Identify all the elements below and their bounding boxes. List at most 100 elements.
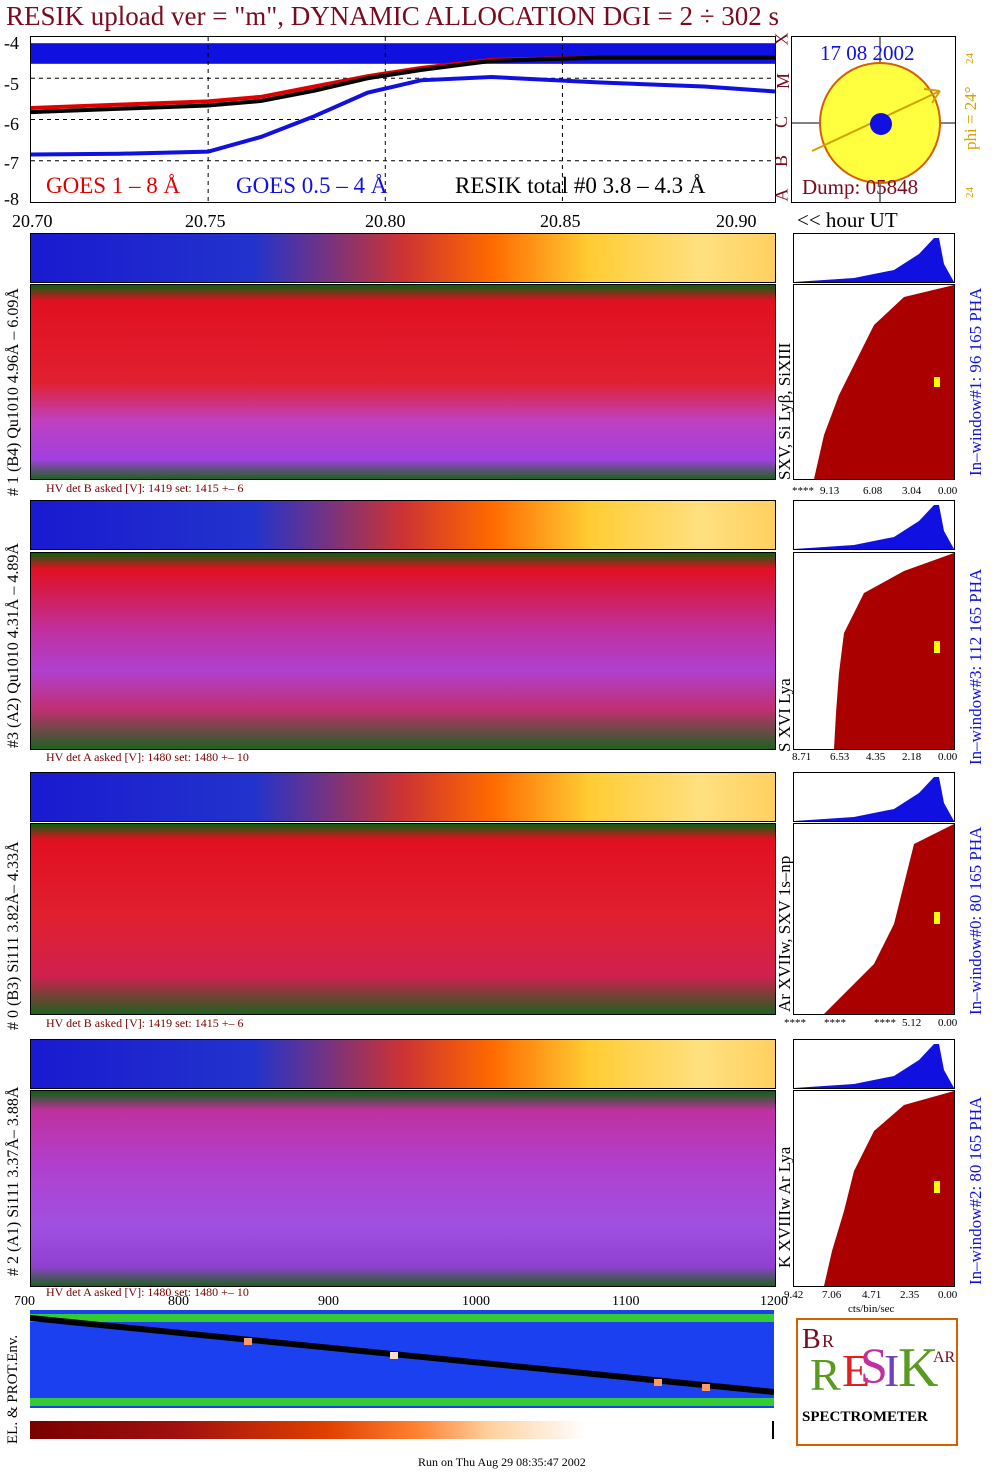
env-panel: [30, 1310, 774, 1408]
pha-profile-top: [794, 777, 954, 821]
x-tick-label: 20.80: [365, 211, 406, 231]
channel-0-window-label: In–window#0: 80 165 PHA: [966, 826, 985, 1015]
channel-3-pha-main: [793, 552, 955, 750]
channel-0-hv-text: HV det B asked [V]: 1419 set: 1415 +– 6: [46, 1016, 244, 1030]
channel-2-spectrogram: [30, 1090, 776, 1287]
channel-2-left-label: # 2 (A1) Si111 3.37Å– 3.88Å: [5, 1086, 22, 1276]
channel-3-window-label: In–window#3: 112 165 PHA: [966, 568, 985, 765]
sun-date: 17 08 2002: [820, 41, 915, 65]
channel-1-axis-tick: 0.00: [938, 485, 958, 497]
channel-0-axis-tick: ****: [824, 1017, 846, 1029]
channel-1-summary-strip: [30, 233, 776, 283]
channel-3-axis-tick: 0.00: [938, 751, 958, 763]
goes-class-label: C: [771, 115, 792, 129]
channel-3-line-label: S XVI Lya: [775, 678, 794, 752]
goes-class-label: X: [771, 32, 792, 46]
channel-2-axis-tick: 7.06: [822, 1289, 842, 1301]
goes-saturation-band: [31, 43, 775, 64]
channel-2-pha-top: [793, 1039, 955, 1089]
channel-1-pha-top: [793, 233, 955, 283]
color-scale-bar: [30, 1421, 774, 1439]
channel-2-axis-tick: 4.71: [862, 1289, 882, 1301]
channel-3-hv-text: HV det A asked [V]: 1480 set: 1480 +– 10: [46, 750, 249, 764]
pha-profile-main: [814, 285, 954, 479]
x-unit-label: << hour UT: [797, 208, 898, 232]
dump-number: Dump: 05848: [802, 175, 919, 199]
channel-0-left-label: # 0 (B3) Si111 3.82Å– 4.33Å: [5, 841, 22, 1030]
channel-3-axis-tick: 8.71: [792, 751, 812, 763]
x-tick-label: 20.85: [540, 211, 581, 231]
goes-class-label: B: [771, 154, 792, 168]
channel-2-window-label: In–window#2: 80 165 PHA: [966, 1096, 985, 1285]
legend-resik-total: RESIK total #0 3.8 – 4.3 Å: [455, 173, 706, 198]
env-x-tick: 900: [318, 1294, 339, 1309]
channel-1-spectrogram: [30, 284, 776, 480]
env-x-tick: 700: [14, 1294, 35, 1309]
channel-2-summary-strip: [30, 1039, 776, 1089]
goes-panel: [30, 36, 776, 203]
channel-0-spectrogram: [30, 823, 776, 1015]
channel-3-axis-tick: 4.35: [866, 751, 886, 763]
channel-2-pha-main: [793, 1090, 955, 1287]
channel-1-axis-tick: 6.08: [863, 485, 883, 497]
phi-tick: 24: [964, 187, 976, 198]
channel-2-axis-tick: 0.00: [938, 1289, 958, 1301]
channel-2-hv-text: HV det A asked [V]: 1480 set: 1480 +– 10: [46, 1285, 249, 1299]
sun-center-marker: [870, 113, 892, 135]
goes-y-tick: -8: [4, 189, 19, 209]
sun-panel: 17 08 2002 Dump: 05848: [791, 36, 956, 203]
env-label: EL. & PROT.Env.: [5, 1334, 21, 1444]
channel-0-pha-top: [793, 772, 955, 822]
channel-0-axis-tick: 5.12: [902, 1017, 922, 1029]
channel-3-axis-tick: 6.53: [830, 751, 850, 763]
channel-0-axis-tick: ****: [784, 1017, 806, 1029]
channel-1-axis-tick: ****: [792, 485, 814, 497]
channel-0-summary-strip: [30, 772, 776, 822]
channel-0-axis-tick: ****: [874, 1017, 896, 1029]
goes-class-label: A: [771, 188, 792, 202]
legend-goes-1-8: GOES 1 – 8 Å: [46, 173, 181, 198]
channel-1-axis-tick: 9.13: [820, 485, 840, 497]
channel-3-pha-top: [793, 500, 955, 550]
legend-goes-05-4: GOES 0.5 – 4 Å: [236, 173, 388, 198]
goes-y-tick: -4: [4, 33, 19, 53]
channel-2-axis-tick: 2.35: [900, 1289, 920, 1301]
env-x-tick: 1100: [612, 1294, 640, 1309]
env-track-line: [30, 1315, 774, 1395]
channel-1-left-label: # 1 (B4) Qu1010 4.96Å – 6.09Å: [5, 288, 22, 496]
channel-1-pha-main: [793, 284, 955, 480]
channel-0-pha-main: [793, 823, 955, 1015]
channel-0-axis-tick: 0.00: [938, 1017, 958, 1029]
footer-run-info: Run on Thu Aug 29 08:35:47 2002: [418, 1455, 586, 1469]
logo-spectrometer-text: SPECTROMETER: [802, 1409, 928, 1425]
pha-profile-top: [794, 505, 954, 549]
series-line: [31, 75, 775, 157]
channel-0-line-label: Ar XVIIw, SXV 1s–np: [775, 855, 794, 1012]
resik-logo: B R R E S I K AR SPECTROMETER: [796, 1318, 958, 1446]
page-title: RESIK upload ver = "m", DYNAMIC ALLOCATI…: [6, 1, 780, 31]
channel-2-axis-tick: 9.42: [784, 1289, 804, 1301]
goes-light-curve: [31, 37, 775, 202]
goes-y-tick: -5: [4, 74, 19, 94]
phi-tick: 24: [964, 53, 976, 64]
channel-3-spectrogram: [30, 552, 776, 750]
channel-1-axis-tick: 3.04: [902, 485, 922, 497]
channel-3-left-label: #3 (A2) Qu1010 4.31Å – 4.89Å: [5, 543, 22, 748]
goes-class-label: M: [773, 72, 794, 90]
x-tick-label: 20.70: [12, 211, 53, 231]
goes-y-tick: -7: [4, 153, 19, 173]
x-tick-label: 20.75: [185, 211, 226, 231]
env-x-tick: 800: [168, 1294, 189, 1309]
channel-3-summary-strip: [30, 500, 776, 550]
pha-profile-top: [794, 1044, 954, 1088]
phi-label: phi = 24°: [961, 86, 980, 150]
channel-3-axis-tick: 2.18: [902, 751, 922, 763]
series-line: [31, 55, 775, 115]
channel-1-window-label: In–window#1: 96 165 PHA: [966, 287, 985, 476]
channel-2-line-label: K XVIIIw Ar Lya: [775, 1146, 794, 1268]
pha-profile-main: [824, 824, 954, 1014]
channel-1-line-label: SXV, Si Lyβ, SiXIII: [775, 342, 794, 480]
x-tick-label: 20.90: [716, 211, 757, 231]
env-x-tick: 1200: [760, 1294, 788, 1309]
goes-y-tick: -6: [4, 114, 19, 134]
